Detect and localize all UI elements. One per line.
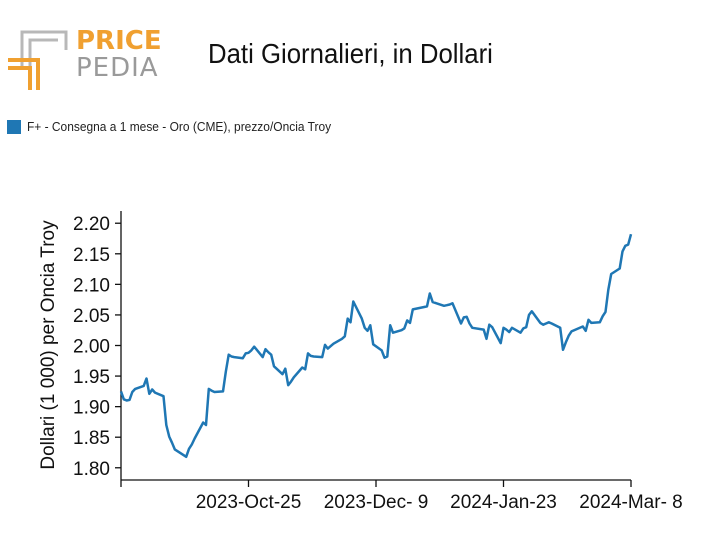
- y-tick-label: 1.90: [73, 398, 110, 419]
- x-tick-label: 2023-Dec- 9: [324, 492, 429, 513]
- legend: F+ - Consegna a 1 mese - Oro (CME), prez…: [7, 119, 358, 134]
- y-tick-label: 2.05: [73, 306, 110, 327]
- y-tick-label: 2.10: [73, 275, 110, 296]
- legend-label: F+ - Consegna a 1 mese - Oro (CME), prez…: [27, 119, 332, 134]
- legend-swatch: [7, 119, 21, 134]
- y-tick-label: 1.95: [73, 367, 110, 388]
- page-title: Dati Giornalieri, in Dollari: [208, 38, 493, 69]
- logo-mark-icon: [8, 30, 68, 90]
- x-axis: 2023-Oct-25 2023-Dec- 9 2024-Jan-23 2024-Ma…: [120, 479, 683, 513]
- x-tick-label: 2024-Jan-23: [450, 492, 557, 513]
- pricepedia-logo: PRICE PEDIA: [8, 26, 162, 90]
- plot-area: [119, 233, 633, 459]
- series-line: [119, 233, 633, 459]
- y-tick-label: 1.85: [73, 428, 110, 449]
- logo-word-price: PRICE: [76, 26, 162, 56]
- y-tick-label: 2.20: [73, 214, 110, 235]
- y-axis: 1.80 1.85 1.90 1.95 2.00 2.05 2.10 2.15 2.20: [73, 211, 122, 480]
- x-tick-label: 2023-Oct-25: [196, 492, 302, 513]
- y-tick-label: 2.15: [73, 245, 110, 266]
- y-tick-label: 2.00: [73, 337, 110, 358]
- y-tick-label: 1.80: [73, 459, 110, 480]
- y-axis-title: Dollari (1 000) per Oncia Troy: [38, 220, 59, 470]
- x-tick-label: 2024-Mar- 8: [579, 492, 683, 513]
- logo-word-pedia: PEDIA: [76, 53, 159, 83]
